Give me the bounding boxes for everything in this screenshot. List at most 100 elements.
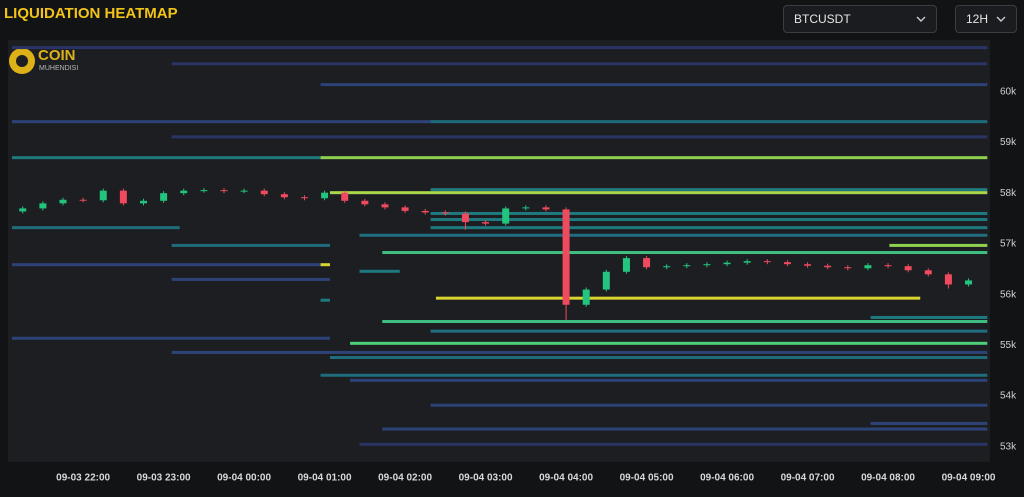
plot-area (8, 40, 990, 462)
liquidation-band (870, 421, 988, 425)
y-tick-label: 58k (1000, 188, 1017, 199)
x-tick-label: 09-04 03:00 (459, 473, 513, 484)
interval-select[interactable]: 12H (955, 5, 1017, 33)
liquidation-band (382, 427, 988, 431)
liquidation-band (320, 263, 330, 267)
liquidation-band (435, 296, 921, 300)
candle-body (602, 271, 610, 290)
candle-body (804, 264, 812, 266)
chart-title: LIQUIDATION HEATMAP (4, 5, 178, 22)
liquidation-band (320, 373, 988, 377)
x-tick-label: 09-03 23:00 (137, 473, 191, 484)
x-tick-label: 09-03 22:00 (56, 473, 110, 484)
candle-body (703, 264, 711, 266)
candle-body (401, 207, 409, 211)
logo-icon-inner (16, 55, 28, 67)
liquidation-band (382, 251, 988, 255)
x-tick-label: 09-04 06:00 (700, 473, 754, 484)
liquidation-band (320, 83, 988, 87)
candle-body (79, 199, 87, 201)
candle-body (99, 190, 107, 201)
logo-title: COIN (38, 47, 76, 64)
candle-body (19, 208, 27, 212)
liquidation-band (12, 263, 321, 267)
candle-body (844, 267, 852, 269)
candle-body (180, 190, 188, 194)
candle-body (663, 266, 671, 268)
liquidation-band (12, 46, 988, 50)
candle-body (482, 222, 490, 224)
liquidation-band (430, 211, 988, 215)
candle-body (763, 261, 771, 263)
liquidation-band (889, 243, 988, 247)
liquidation-band (430, 188, 988, 192)
candle-body (683, 265, 691, 267)
y-tick-label: 56k (1000, 289, 1017, 300)
candle-body (542, 207, 550, 210)
liquidation-band (359, 269, 400, 273)
candle-body (59, 199, 67, 204)
logo-subtitle: MUHENDISI (39, 65, 78, 72)
chevron (916, 16, 926, 22)
candle-body (522, 207, 530, 209)
candle-body (300, 197, 308, 199)
liquidation-band (359, 442, 988, 446)
x-tick-label: 09-04 09:00 (942, 473, 996, 484)
candle-body (824, 265, 832, 268)
y-tick-label: 54k (1000, 391, 1017, 402)
x-tick-label: 09-04 02:00 (378, 473, 432, 484)
candle-body (441, 212, 449, 214)
liquidation-band (171, 277, 330, 281)
liquidation-band (382, 320, 988, 324)
candle-body (622, 258, 630, 272)
liquidation-band (329, 191, 988, 195)
candle-body (864, 265, 872, 269)
liquidation-band (171, 62, 988, 66)
y-tick-label: 53k (1000, 441, 1017, 452)
candle-body (119, 190, 127, 204)
liquidation-band (329, 356, 988, 360)
candle-body (39, 203, 47, 209)
candle-body (160, 193, 168, 201)
liquidation-band (430, 120, 988, 124)
x-tick-label: 09-04 00:00 (217, 473, 271, 484)
chevron (996, 16, 1006, 22)
candle-body (502, 208, 510, 224)
logo: COIN MUHENDISI (9, 47, 78, 74)
liquidation-band (870, 315, 988, 319)
x-tick-label: 09-04 04:00 (539, 473, 593, 484)
liquidation-band (430, 403, 988, 407)
x-tick-label: 09-04 08:00 (861, 473, 915, 484)
liquidation-band (359, 233, 988, 237)
y-tick-label: 60k (1000, 86, 1017, 97)
candle-body (783, 262, 791, 265)
symbol-value: BTCUSDT (794, 12, 851, 26)
candle-body (200, 190, 208, 192)
x-tick-label: 09-04 05:00 (620, 473, 674, 484)
liquidation-band (350, 378, 988, 382)
candle-body (723, 262, 731, 265)
liquidation-band (171, 135, 988, 139)
liquidation-band (430, 329, 988, 333)
liquidation-band (320, 156, 988, 160)
candle-body (321, 192, 329, 199)
candle-body (743, 261, 751, 263)
liquidation-band (12, 336, 330, 340)
y-tick-label: 59k (1000, 137, 1017, 148)
candle-body (884, 265, 892, 267)
y-tick-label: 57k (1000, 239, 1017, 250)
candle-body (421, 210, 429, 213)
candle-body (904, 266, 912, 271)
liquidation-band (171, 350, 988, 354)
liquidation-band (350, 341, 988, 345)
candle-body (562, 209, 570, 305)
liquidation-band (320, 298, 330, 302)
candle-body (461, 213, 469, 223)
symbol-select[interactable]: BTCUSDT (783, 5, 937, 33)
interval-value: 12H (966, 12, 989, 26)
candle-body (965, 280, 973, 285)
y-tick-label: 55k (1000, 340, 1017, 351)
liquidation-band (430, 218, 988, 222)
